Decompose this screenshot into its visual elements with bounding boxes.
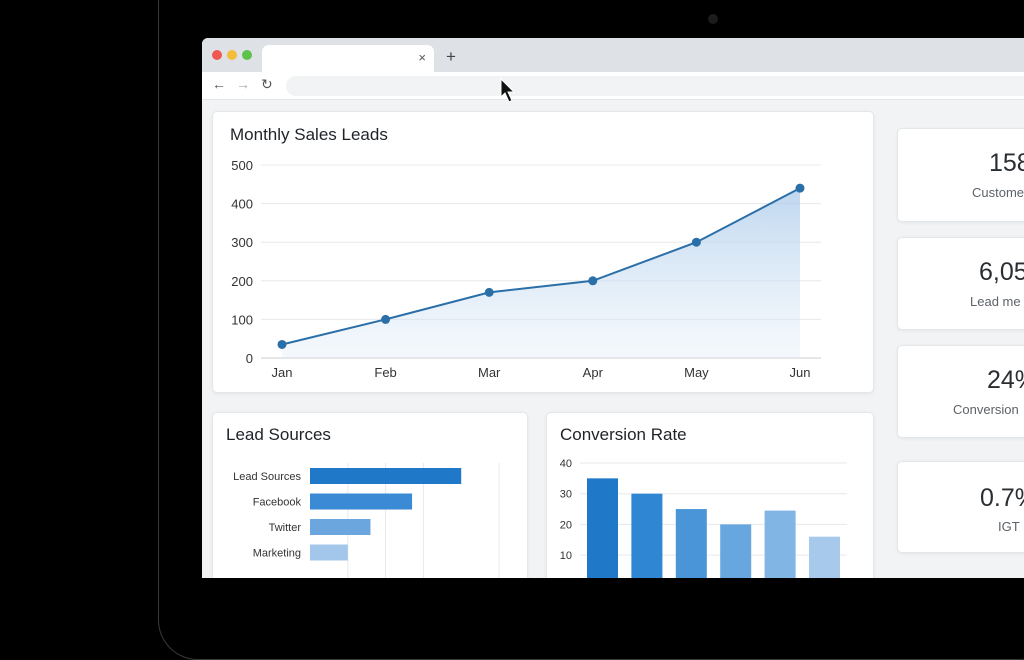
data-point (484, 287, 494, 297)
stat-label: Custome (972, 185, 1024, 200)
card-title: Lead Sources (226, 425, 331, 444)
bar (809, 536, 840, 578)
minimize-window-button[interactable] (227, 50, 237, 60)
stat-value: 158 (989, 149, 1024, 177)
browser-window: × + ← → ↻ Monthly Sales Leads 0 100 200 300… (202, 38, 1024, 578)
bar (631, 493, 663, 578)
data-point (795, 183, 805, 193)
bar (587, 478, 618, 578)
address-bar[interactable] (286, 76, 1024, 96)
y-tick-label: 20 (560, 519, 572, 531)
y-tick-label: 200 (231, 274, 253, 289)
bar (310, 468, 462, 484)
stat-card-igt: 0.7% IGT (897, 461, 1024, 553)
new-tab-button[interactable]: + (446, 47, 456, 66)
stat-card-leads: 6,05 Lead me (897, 237, 1024, 330)
monthly-sales-leads-card: Monthly Sales Leads 0 100 200 300 400 500 Jan F… (212, 111, 874, 393)
line-chart: 0 100 200 300 400 500 Jan Feb Mar Apr May Jun (231, 158, 821, 380)
bar (310, 544, 348, 561)
data-point (381, 314, 391, 324)
category-label: Lead Sources (233, 471, 301, 483)
y-tick-label: 300 (231, 235, 253, 250)
data-point (588, 276, 598, 286)
browser-tab[interactable]: × (262, 45, 434, 72)
webcam (708, 14, 718, 24)
category-label: Twitter (269, 522, 302, 534)
close-tab-icon[interactable]: × (418, 50, 426, 65)
bar (764, 510, 796, 578)
back-icon[interactable]: ← (212, 76, 226, 92)
reload-icon[interactable]: ↻ (261, 76, 273, 92)
stat-value: 0.7% (980, 484, 1024, 512)
forward-icon[interactable]: → (236, 76, 250, 92)
data-point (277, 339, 287, 349)
stat-label: IGT (998, 519, 1020, 534)
card-title: Monthly Sales Leads (230, 125, 388, 144)
data-point (691, 237, 701, 247)
y-tick-label: 400 (231, 197, 253, 212)
y-tick-label: 10 (560, 550, 572, 562)
conversion-rate-card: Conversion Rate 10 20 30 40 (546, 412, 874, 578)
close-window-button[interactable] (212, 50, 222, 60)
stat-card-conversion: 24% Conversion (897, 345, 1024, 438)
y-tick-label: 30 (560, 489, 572, 501)
stat-card-customers: 158 Custome (897, 128, 1024, 222)
y-tick-label: 100 (231, 312, 253, 327)
card-title: Conversion Rate (560, 425, 687, 444)
category-label: Facebook (253, 497, 302, 509)
stat-value: 6,05 (979, 258, 1024, 286)
browser-toolbar: ← → ↻ (202, 72, 1024, 100)
x-tick-label: May (684, 365, 709, 380)
y-tick-label: 40 (560, 458, 572, 470)
bar (675, 509, 707, 578)
bar (720, 524, 752, 578)
x-tick-label: Jun (790, 365, 811, 380)
series-line (281, 187, 801, 346)
category-label: Marketing (253, 548, 301, 560)
conversion-rate-chart: 10 20 30 40 (560, 458, 847, 578)
y-tick-label: 500 (231, 158, 253, 173)
x-tick-label: Mar (478, 365, 501, 380)
stat-label: Conversion (953, 402, 1019, 417)
bar (310, 519, 371, 535)
stat-label: Lead me (970, 294, 1021, 309)
mouse-cursor (500, 78, 516, 103)
tab-strip: × + (202, 38, 1024, 72)
x-tick-label: Jan (272, 365, 293, 380)
stat-value: 24% (987, 366, 1024, 394)
maximize-window-button[interactable] (242, 50, 252, 60)
x-tick-label: Apr (583, 365, 604, 380)
area-fill (282, 188, 800, 358)
y-tick-label: 0 (246, 351, 253, 366)
bar (310, 493, 413, 510)
lead-sources-card: Lead Sources Lead Sources Facebook Twitter… (212, 412, 528, 578)
lead-sources-chart: Lead Sources Facebook Twitter Marketing (233, 463, 500, 578)
x-tick-label: Feb (374, 365, 396, 380)
